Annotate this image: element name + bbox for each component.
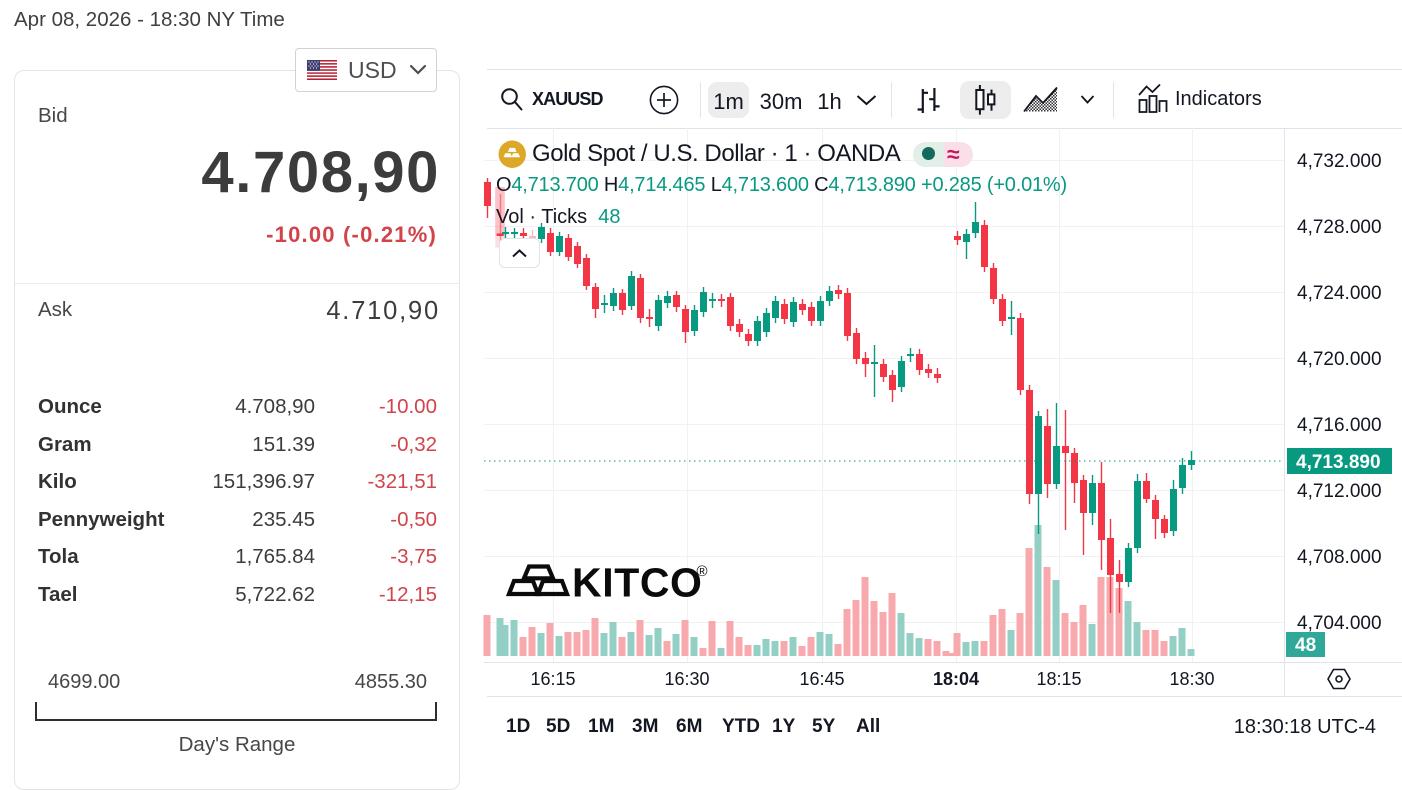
- svg-text:4,724.000: 4,724.000: [1297, 283, 1382, 304]
- svg-text:18:04: 18:04: [933, 669, 979, 689]
- svg-text:KITCO: KITCO: [572, 560, 703, 606]
- svg-text:4,712.000: 4,712.000: [1297, 481, 1382, 502]
- svg-text:4,728.000: 4,728.000: [1297, 217, 1382, 238]
- svg-text:18:15: 18:15: [1036, 669, 1081, 689]
- svg-text:4,716.000: 4,716.000: [1297, 415, 1382, 436]
- svg-text:4,732.000: 4,732.000: [1297, 151, 1382, 172]
- svg-text:4,713.890: 4,713.890: [1296, 452, 1381, 473]
- svg-text:18:30: 18:30: [1169, 669, 1214, 689]
- svg-text:4,720.000: 4,720.000: [1297, 349, 1382, 370]
- svg-text:®: ®: [697, 563, 708, 580]
- svg-text:16:30: 16:30: [664, 669, 709, 689]
- svg-text:16:15: 16:15: [530, 669, 575, 689]
- svg-text:48: 48: [1295, 635, 1316, 656]
- svg-text:4,708.000: 4,708.000: [1297, 547, 1382, 568]
- svg-text:16:45: 16:45: [799, 669, 844, 689]
- svg-text:4,704.000: 4,704.000: [1297, 613, 1382, 634]
